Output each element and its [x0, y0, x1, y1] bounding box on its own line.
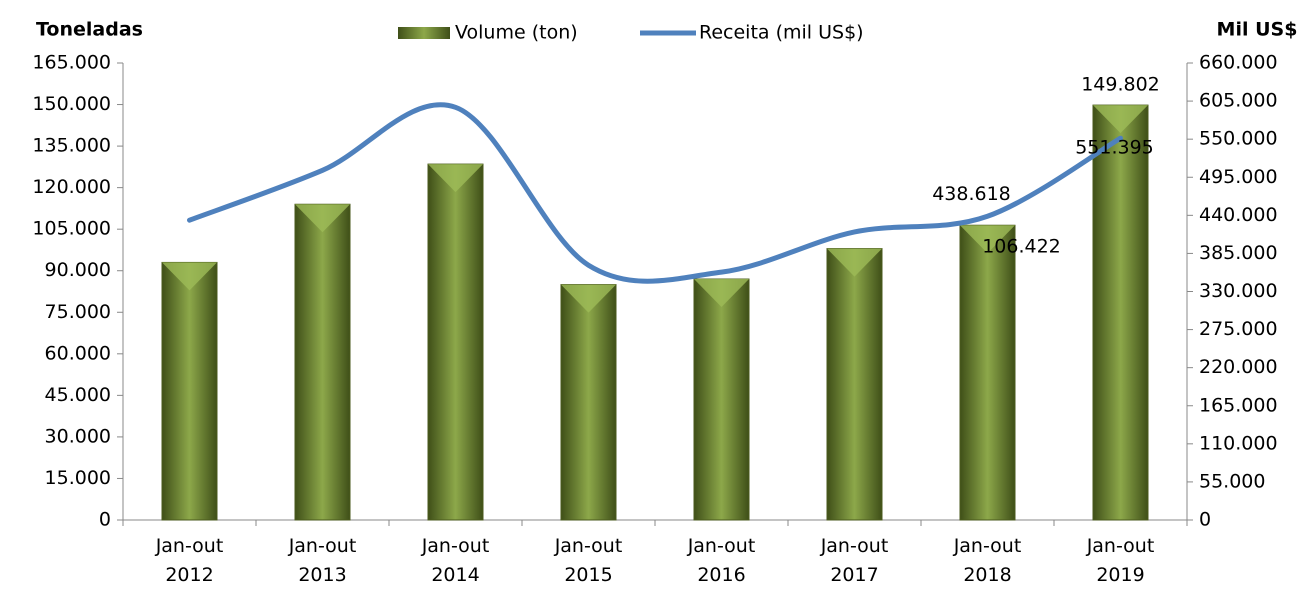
x-tick-label: Jan-out 2016 [687, 535, 756, 586]
x-tick-label: Jan-out 2013 [288, 535, 357, 586]
y2-tick-label: 220.000 [1199, 356, 1278, 378]
bar-bevel [694, 279, 749, 308]
y-tick-label: 45.000 [45, 384, 111, 406]
y2-tick-label: 330.000 [1199, 280, 1278, 302]
x-tick-label: Jan-out 2018 [953, 535, 1022, 586]
data-label: 438.618 [932, 183, 1011, 205]
y2-tick-label: 165.000 [1199, 394, 1278, 416]
y-tick-label: 135.000 [32, 135, 111, 157]
y2-tick-label: 110.000 [1199, 432, 1278, 454]
y2-tick-label: 275.000 [1199, 318, 1278, 340]
y-tick-label: 150.000 [32, 93, 111, 115]
data-label: 551.395 [1075, 137, 1154, 159]
x-tick-label: Jan-out 2012 [155, 535, 224, 586]
y-tick-label: 105.000 [32, 218, 111, 240]
bar [161, 261, 218, 521]
y2-tick-label: 660.000 [1199, 52, 1278, 74]
y-tick-label: 90.000 [45, 259, 111, 281]
legend-swatch [398, 27, 450, 39]
line [187, 102, 1123, 284]
y2-tick-label: 495.000 [1199, 166, 1278, 188]
y2-tick-label: 440.000 [1199, 204, 1278, 226]
data-label: 106.422 [982, 236, 1061, 258]
bar-bevel [428, 164, 483, 193]
x-tick-label: Jan-out 2019 [1086, 535, 1155, 586]
x-tick-label: Jan-out 2017 [820, 535, 889, 586]
y-tick-label: 165.000 [32, 52, 111, 74]
y2-axis-title: Mil US$ [1217, 19, 1298, 41]
y-tick-label: 60.000 [45, 342, 111, 364]
bar-bevel [1093, 105, 1148, 134]
y-tick-label: 120.000 [32, 176, 111, 198]
data-label: 149.802 [1081, 74, 1160, 96]
x-tick-label: Jan-out 2014 [421, 535, 490, 586]
y-tick-label: 0 [99, 509, 111, 531]
legend-label: Receita (mil US$) [699, 22, 864, 44]
y2-tick-label: 0 [1199, 509, 1211, 531]
bar [693, 278, 750, 521]
bar [959, 224, 1016, 521]
bar [826, 248, 883, 521]
bar-bevel [561, 284, 616, 313]
y2-tick-label: 550.000 [1199, 128, 1278, 150]
bar [294, 203, 351, 521]
y2-tick-label: 55.000 [1199, 470, 1265, 492]
bar [1092, 104, 1149, 521]
bar-bevel [162, 262, 217, 291]
y2-tick-label: 605.000 [1199, 90, 1278, 112]
y-axis-title: Toneladas [36, 19, 143, 41]
y-tick-label: 30.000 [45, 425, 111, 447]
y-tick-label: 75.000 [45, 301, 111, 323]
bar-bevel [295, 204, 350, 233]
x-tick-label: Jan-out 2015 [554, 535, 623, 586]
bar-bevel [827, 248, 882, 277]
bar [427, 163, 484, 521]
legend-label: Volume (ton) [455, 22, 578, 44]
y-tick-label: 15.000 [45, 467, 111, 489]
bar-bevel [960, 225, 1015, 254]
y2-tick-label: 385.000 [1199, 242, 1278, 264]
bar [560, 284, 617, 521]
